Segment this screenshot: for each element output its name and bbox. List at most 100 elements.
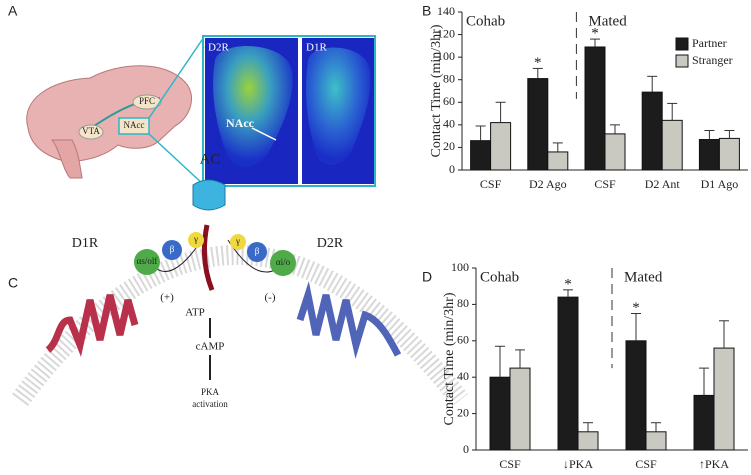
g-beta xyxy=(162,240,182,260)
receptor-label: D2R xyxy=(317,236,344,251)
x-tick-label: CSF xyxy=(480,177,502,191)
cyclase-label: AC xyxy=(200,151,221,167)
legend-swatch xyxy=(675,54,689,68)
brain-diagram: PFC VTA NAcc D2R D1R NAcc xyxy=(26,35,376,187)
bar xyxy=(470,140,492,171)
brain-label: VTA xyxy=(82,126,100,136)
d1r-receptor xyxy=(45,294,139,357)
g-gamma xyxy=(188,232,204,248)
x-tick-label: D2 Ant xyxy=(645,177,681,191)
image-label: D1R xyxy=(306,42,327,54)
bar xyxy=(625,340,647,451)
x-tick-label: CSF xyxy=(594,177,616,191)
brain xyxy=(26,65,193,162)
legend-label: Partner xyxy=(692,36,727,50)
legend-swatch xyxy=(675,37,689,51)
panel-label: A xyxy=(8,3,18,19)
y-axis-label: Contact Time (min/3hr) xyxy=(442,292,457,425)
bar xyxy=(641,91,663,171)
g-alpha xyxy=(134,249,160,275)
brain-label: PFC xyxy=(139,96,155,106)
subunit-label: γ xyxy=(193,234,198,244)
sign-label: (-) xyxy=(265,292,276,304)
y-tick-label: 0 xyxy=(449,162,455,176)
bar xyxy=(489,376,511,451)
bar xyxy=(645,431,667,451)
bar xyxy=(693,394,715,451)
g-gamma xyxy=(230,234,246,250)
nacc-box xyxy=(118,117,150,135)
brain-label: NAcc xyxy=(124,120,145,130)
membrane xyxy=(11,245,468,407)
x-tick-label: D2 Ago xyxy=(529,177,567,191)
x-tick-label: ↓PKA xyxy=(563,457,593,471)
y-tick-label: 60 xyxy=(443,94,455,108)
bar xyxy=(547,151,569,171)
x-tick-label: CSF xyxy=(635,457,657,471)
cyclase xyxy=(192,179,226,211)
subunit-label: γ xyxy=(235,236,240,246)
bar xyxy=(527,78,549,171)
bar xyxy=(584,46,606,171)
x-tick-label: CSF xyxy=(499,457,521,471)
d2r-receptor xyxy=(296,281,402,359)
zoom-line xyxy=(148,133,205,186)
arrow xyxy=(251,127,277,141)
panel-label: B xyxy=(422,3,431,19)
y-tick-label: 100 xyxy=(437,49,455,63)
bar xyxy=(577,431,599,451)
significance: * xyxy=(534,55,542,71)
y-tick-label: 20 xyxy=(457,405,469,419)
group-label: Cohab xyxy=(466,13,505,29)
product-label: cAMP xyxy=(196,341,225,353)
y-tick-label: 20 xyxy=(443,139,455,153)
panel-label: D xyxy=(422,269,432,285)
zoom-line xyxy=(148,36,205,119)
bar xyxy=(661,119,683,171)
bar xyxy=(490,122,512,171)
x-tick-label: ↑PKA xyxy=(699,457,729,471)
y-tick-label: 40 xyxy=(457,369,469,383)
pfc-region xyxy=(132,94,162,110)
vta-region xyxy=(78,124,104,140)
group-label: Cohab xyxy=(480,269,519,285)
effect-label: PKA xyxy=(201,387,220,397)
significance: * xyxy=(632,300,640,316)
g-alpha xyxy=(270,250,296,276)
d1r-signal xyxy=(306,47,371,166)
sign-label: (+) xyxy=(160,292,174,304)
y-tick-label: 0 xyxy=(463,442,469,456)
y-tick-label: 100 xyxy=(451,260,469,274)
image-label: D2R xyxy=(208,42,229,54)
substrate-label: ATP xyxy=(185,307,205,319)
group-label: Mated xyxy=(624,269,663,285)
bar xyxy=(713,347,735,451)
g-beta xyxy=(247,242,267,262)
bar xyxy=(509,367,531,451)
bar xyxy=(557,296,579,451)
subunit-label: αi/o xyxy=(276,257,291,267)
signaling-diagram: AC D1R D2R αs/olf β γ γ β αi/o (+) (-) A… xyxy=(11,151,468,409)
subunit-label: β xyxy=(170,244,175,254)
y-tick-label: 40 xyxy=(443,117,455,131)
brainstem xyxy=(50,139,83,179)
panel-label: C xyxy=(8,275,18,291)
y-tick-label: 80 xyxy=(457,296,469,310)
significance: * xyxy=(591,26,599,42)
significance: * xyxy=(564,276,572,292)
subunit-label: αs/olf xyxy=(137,256,158,266)
subunit-label: β xyxy=(255,246,260,256)
y-tick-label: 80 xyxy=(443,71,455,85)
group-label: Mated xyxy=(588,13,627,29)
legend-label: Stranger xyxy=(692,53,733,67)
atp-arrow xyxy=(201,224,215,291)
y-tick-label: 60 xyxy=(457,333,469,347)
bar xyxy=(718,137,740,171)
y-tick-label: 120 xyxy=(437,26,455,40)
y-axis-label: Contact Time (min/3hr) xyxy=(429,24,444,157)
bar xyxy=(698,139,720,171)
d2r-signal xyxy=(213,46,293,167)
effect-label: activation xyxy=(192,399,228,409)
y-tick-label: 140 xyxy=(437,4,455,18)
